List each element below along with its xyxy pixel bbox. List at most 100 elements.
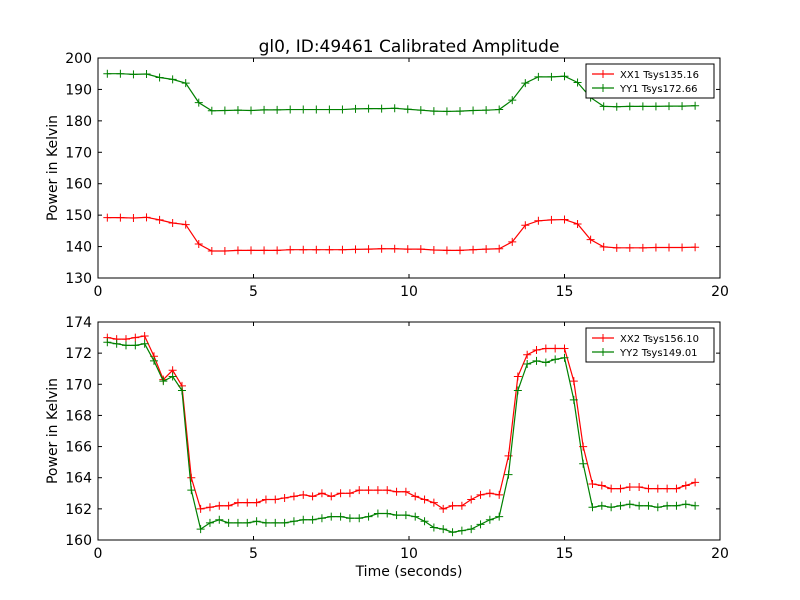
data-point xyxy=(588,503,597,512)
data-point xyxy=(308,515,317,524)
data-point xyxy=(495,490,504,499)
data-point xyxy=(439,525,448,534)
data-point xyxy=(312,105,321,114)
data-point xyxy=(691,501,700,510)
data-point xyxy=(607,503,616,512)
data-point xyxy=(411,492,420,501)
data-point xyxy=(129,213,138,222)
data-point xyxy=(299,245,308,254)
data-point xyxy=(678,102,687,111)
data-point xyxy=(665,102,673,111)
data-point xyxy=(286,245,295,254)
data-point xyxy=(403,245,412,254)
data-point xyxy=(187,473,196,482)
data-point xyxy=(560,353,569,362)
data-point xyxy=(392,511,401,520)
y-tick-label: 190 xyxy=(65,82,92,98)
y-tick-label: 160 xyxy=(65,177,92,193)
data-point xyxy=(336,489,345,498)
data-point xyxy=(495,105,504,114)
data-point xyxy=(289,517,298,526)
data-point xyxy=(635,483,644,492)
y-axis-label: Power in Kelvin xyxy=(45,115,61,221)
data-point xyxy=(273,105,282,114)
data-point xyxy=(299,515,308,524)
data-point xyxy=(280,518,289,527)
data-point xyxy=(325,105,334,114)
data-point xyxy=(355,514,364,523)
data-point xyxy=(448,501,457,510)
data-point xyxy=(403,105,412,114)
data-point xyxy=(597,481,606,490)
data-point xyxy=(224,518,233,527)
data-point xyxy=(586,235,595,244)
legend-marker xyxy=(599,84,607,92)
data-point xyxy=(534,72,543,81)
data-point xyxy=(116,213,125,222)
data-point xyxy=(401,511,410,520)
data-point xyxy=(196,525,205,534)
data-point xyxy=(532,346,541,355)
data-point xyxy=(521,221,530,230)
data-point xyxy=(678,243,687,252)
data-point xyxy=(308,492,317,501)
data-point xyxy=(159,377,168,386)
data-point xyxy=(625,243,634,252)
data-point xyxy=(373,486,382,495)
data-point xyxy=(467,495,476,504)
data-point xyxy=(638,102,647,111)
y-tick-label: 140 xyxy=(65,240,92,256)
data-point xyxy=(429,107,438,116)
data-point xyxy=(691,478,700,487)
data-point xyxy=(653,503,662,512)
data-point xyxy=(672,501,681,510)
data-point xyxy=(112,339,121,348)
data-point xyxy=(504,470,513,479)
data-point xyxy=(338,245,347,254)
data-point xyxy=(142,70,151,79)
data-point xyxy=(482,106,491,115)
data-point xyxy=(215,501,224,510)
y-tick-label: 162 xyxy=(65,502,92,518)
data-point xyxy=(457,526,466,535)
data-point xyxy=(129,70,138,79)
x-axis-label: Time (seconds) xyxy=(355,564,463,580)
data-point xyxy=(616,484,625,493)
data-point xyxy=(224,501,233,510)
x-tick-label: 15 xyxy=(556,546,574,562)
chart-title: gl0, ID:49461 Calibrated Amplitude xyxy=(259,37,560,57)
data-point xyxy=(271,495,280,504)
data-point xyxy=(243,498,252,507)
legend-label: XX2 Tsys156.10 xyxy=(620,334,699,345)
data-point xyxy=(573,78,582,87)
data-point xyxy=(420,517,429,526)
data-point xyxy=(467,525,476,534)
data-point xyxy=(327,512,336,521)
data-point xyxy=(273,246,282,255)
data-point xyxy=(429,523,438,532)
data-point xyxy=(220,106,229,115)
data-point xyxy=(181,79,190,88)
data-point xyxy=(551,355,560,364)
data-point xyxy=(205,518,214,527)
legend-marker xyxy=(599,334,607,342)
y-tick-label: 168 xyxy=(65,408,92,424)
legend-label: YY1 Tsys172.66 xyxy=(619,84,698,95)
y-tick-label: 150 xyxy=(65,208,92,224)
data-point xyxy=(607,484,616,493)
data-point xyxy=(194,98,203,107)
data-point xyxy=(140,339,149,348)
data-point xyxy=(233,518,242,527)
data-point xyxy=(534,216,543,225)
y-axis-label: Power in Kelvin xyxy=(45,378,61,484)
data-point xyxy=(168,372,177,381)
data-point xyxy=(644,501,653,510)
data-point xyxy=(205,503,214,512)
data-point xyxy=(325,245,334,254)
data-point xyxy=(442,107,451,116)
y-tick-label: 160 xyxy=(65,533,92,549)
y-tick-label: 130 xyxy=(65,271,92,287)
data-point xyxy=(482,245,491,254)
data-point xyxy=(612,102,621,111)
